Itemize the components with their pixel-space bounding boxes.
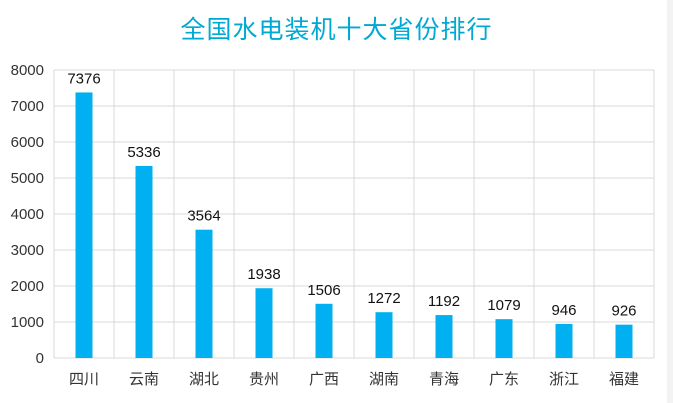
x-tick-label: 广西 [309,370,339,388]
data-label: 3564 [187,208,220,225]
bar-9 [615,324,633,358]
data-label: 1506 [307,282,340,299]
bar-4 [315,303,333,358]
x-tick-label: 广东 [489,370,519,388]
data-label: 946 [551,302,576,319]
bar-8 [555,323,573,358]
data-label: 926 [611,303,636,320]
y-tick-label: 7000 [11,98,44,115]
x-tick-label: 云南 [129,370,159,388]
data-label: 5336 [127,144,160,161]
y-tick-label: 0 [36,350,44,367]
y-tick-label: 6000 [11,134,44,151]
x-tick-label: 浙江 [549,370,579,388]
x-tick-label: 湖南 [369,370,399,388]
x-tick-label: 贵州 [249,370,279,388]
y-tick-label: 4000 [11,206,44,223]
bar-6 [435,315,453,358]
x-tick-label: 四川 [69,370,99,388]
data-label: 1938 [247,266,280,283]
bar-0 [75,92,93,359]
y-tick-label: 3000 [11,242,44,259]
x-tick-label: 福建 [609,370,639,388]
bar-2 [195,229,213,358]
x-tick-label: 青海 [429,370,459,388]
bar-5 [375,312,393,358]
bar-3 [255,288,273,358]
y-tick-label: 1000 [11,314,44,331]
chart-title: 全国水电装机十大省份排行 [180,15,493,44]
x-tick-label: 湖北 [189,370,219,388]
data-label: 1272 [367,290,400,307]
y-tick-label: 2000 [11,278,44,295]
bar-7 [495,319,513,358]
y-tick-label: 8000 [11,62,44,79]
bar-1 [135,165,153,358]
data-label: 7376 [67,70,100,87]
data-label: 1079 [487,297,520,314]
data-label: 1192 [428,293,460,310]
window-edge [667,0,673,403]
y-tick-label: 5000 [11,170,44,187]
